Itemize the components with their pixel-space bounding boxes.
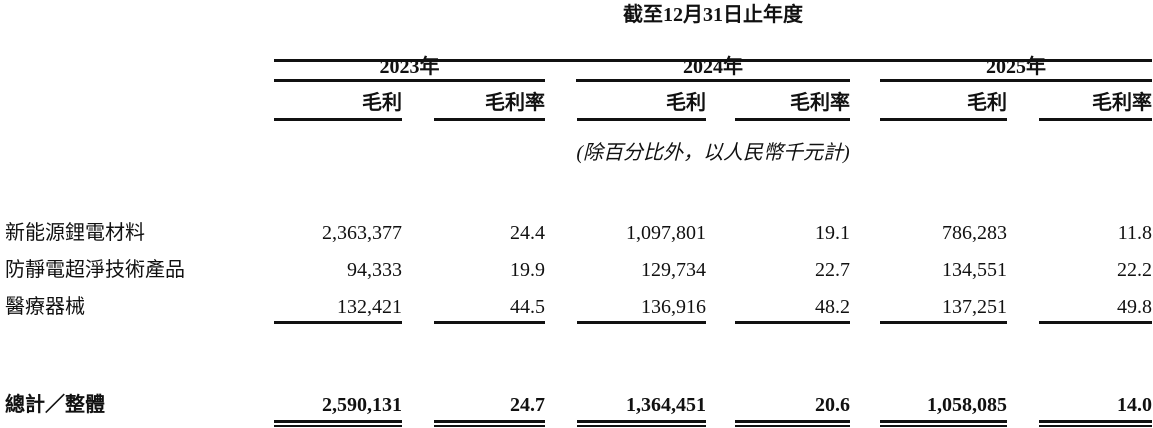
cell-value: 11.8 xyxy=(1117,222,1152,244)
cell-value: 48.2 xyxy=(815,296,850,318)
total-value: 14.0 xyxy=(1117,394,1152,416)
cell-value: 132,421 xyxy=(337,296,402,318)
cell-value: 44.5 xyxy=(510,296,545,318)
row-label: 新能源鋰電材料 xyxy=(5,222,145,244)
column-header: 毛利 xyxy=(362,92,402,114)
cell-value: 134,551 xyxy=(942,259,1007,281)
column-header: 毛利率 xyxy=(1092,92,1152,114)
subtotal-rule xyxy=(880,321,1007,324)
total-double-rule-bottom xyxy=(880,425,1007,427)
total-double-rule-top xyxy=(880,420,1007,423)
cell-value: 2,363,377 xyxy=(322,222,402,244)
cell-value: 19.1 xyxy=(815,222,850,244)
total-double-rule-bottom xyxy=(1039,425,1152,427)
total-double-rule-top xyxy=(577,420,706,423)
column-header: 毛利 xyxy=(666,92,706,114)
column-header-rule xyxy=(434,118,545,121)
period-header: 截至12月31日止年度 xyxy=(623,4,803,26)
cell-value: 22.7 xyxy=(815,259,850,281)
column-header: 毛利 xyxy=(967,92,1007,114)
cell-value: 786,283 xyxy=(942,222,1007,244)
row-label: 防靜電超淨技術產品 xyxy=(5,259,185,281)
cell-value: 94,333 xyxy=(347,259,402,281)
column-header: 毛利率 xyxy=(790,92,850,114)
total-double-rule-top xyxy=(1039,420,1152,423)
total-double-rule-top xyxy=(274,420,402,423)
total-value: 20.6 xyxy=(815,394,850,416)
year-rule xyxy=(274,79,545,82)
year-rule xyxy=(880,79,1152,82)
cell-value: 22.2 xyxy=(1117,259,1152,281)
subtotal-rule xyxy=(274,321,402,324)
subtotal-rule xyxy=(577,321,706,324)
cell-value: 129,734 xyxy=(641,259,706,281)
column-header-rule xyxy=(274,118,402,121)
total-double-rule-bottom xyxy=(577,425,706,427)
total-double-rule-bottom xyxy=(735,425,850,427)
year-header: 2025年 xyxy=(986,56,1046,78)
period-rule xyxy=(274,59,1152,62)
total-value: 24.7 xyxy=(510,394,545,416)
total-value: 1,058,085 xyxy=(927,394,1007,416)
column-header-rule xyxy=(577,118,706,121)
column-header-rule xyxy=(735,118,850,121)
year-header: 2023年 xyxy=(379,56,440,78)
total-double-rule-top xyxy=(434,420,545,423)
column-header-rule xyxy=(880,118,1007,121)
cell-value: 24.4 xyxy=(510,222,545,244)
column-header-rule xyxy=(1039,118,1152,121)
total-double-rule-bottom xyxy=(274,425,402,427)
unit-note: (除百分比外，以人民幣千元計) xyxy=(576,142,850,164)
subtotal-rule xyxy=(735,321,850,324)
total-value: 2,590,131 xyxy=(322,394,402,416)
row-label: 醫療器械 xyxy=(5,296,85,318)
total-double-rule-top xyxy=(735,420,850,423)
cell-value: 137,251 xyxy=(942,296,1007,318)
cell-value: 1,097,801 xyxy=(626,222,706,244)
column-header: 毛利率 xyxy=(485,92,545,114)
cell-value: 136,916 xyxy=(641,296,706,318)
subtotal-rule xyxy=(434,321,545,324)
total-label: 總計／整體 xyxy=(5,394,105,416)
cell-value: 19.9 xyxy=(510,259,545,281)
subtotal-rule xyxy=(1039,321,1152,324)
total-value: 1,364,451 xyxy=(626,394,706,416)
year-rule xyxy=(576,79,850,82)
year-header: 2024年 xyxy=(683,56,743,78)
cell-value: 49.8 xyxy=(1117,296,1152,318)
total-double-rule-bottom xyxy=(434,425,545,427)
